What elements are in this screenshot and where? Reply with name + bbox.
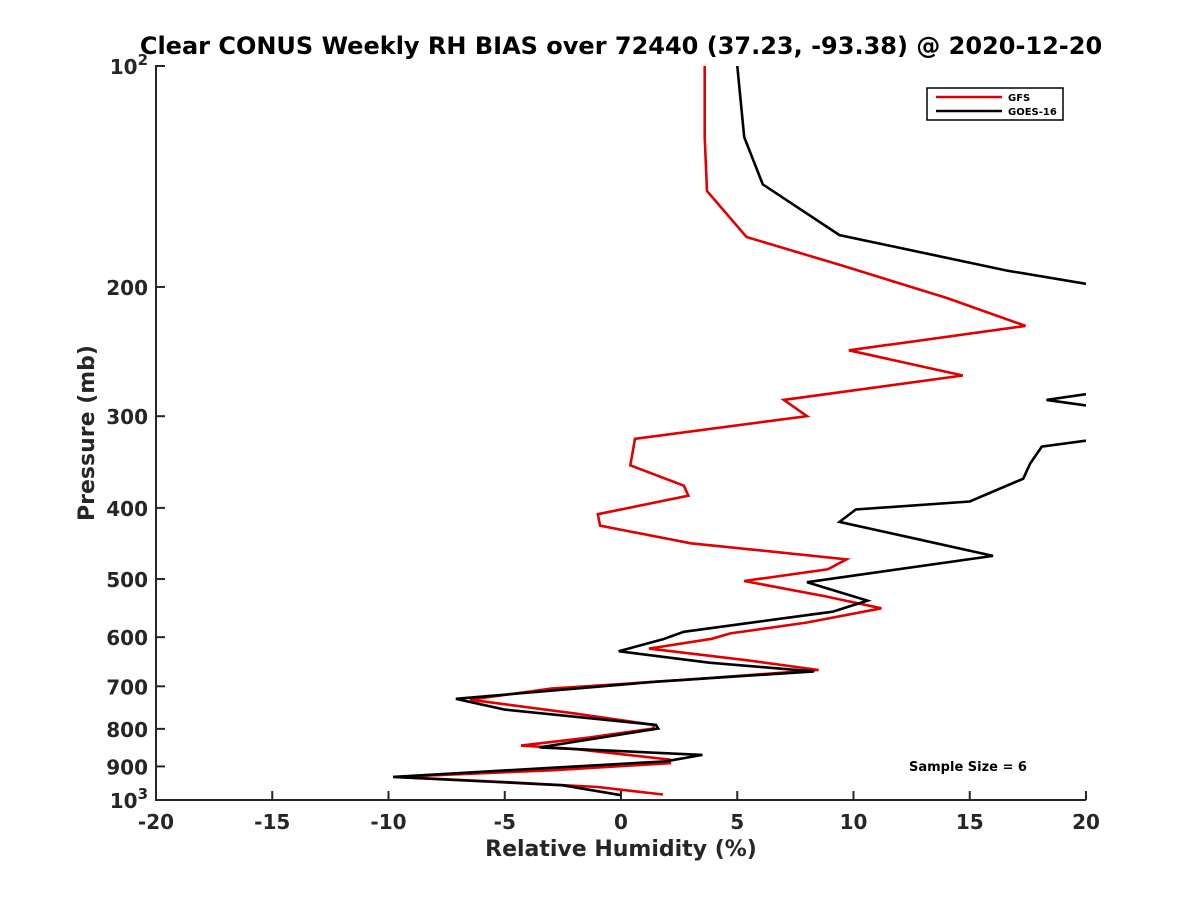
- legend-label-goes-16: GOES-16: [1008, 107, 1057, 118]
- x-tick-label: 0: [614, 810, 628, 834]
- legend-box: [926, 87, 1064, 121]
- y-tick-label: 102: [110, 51, 148, 79]
- series-line-gfs: [395, 66, 1026, 796]
- x-tick-label: 20: [1072, 810, 1100, 834]
- series-line-goes-16: [736, 66, 1086, 286]
- x-tick-label: -10: [370, 810, 406, 834]
- x-tick-label: 15: [956, 810, 984, 834]
- series-line-goes-16: [1046, 392, 1086, 407]
- y-tick-label: 500: [106, 568, 148, 592]
- y-tick-label: 800: [106, 718, 148, 742]
- y-tick-label: 600: [106, 626, 148, 650]
- series-line-goes-16: [393, 439, 1086, 797]
- x-tick-label: -5: [494, 810, 516, 834]
- legend-label-gfs: GFS: [1008, 93, 1030, 104]
- legend: GFS GOES-16: [926, 87, 1064, 121]
- y-tick-label: 900: [106, 755, 148, 779]
- chart-title: Clear CONUS Weekly RH BIAS over 72440 (3…: [140, 32, 1102, 60]
- x-tick-label: -20: [138, 810, 174, 834]
- y-tick-label: 400: [106, 497, 148, 521]
- y-tick-label: 700: [106, 675, 148, 699]
- y-axis-label: Pressure (mb): [75, 345, 100, 521]
- sample-size-annotation: Sample Size = 6: [909, 760, 1027, 775]
- y-tick-label: 300: [106, 405, 148, 429]
- y-tick-label: 103: [110, 785, 148, 813]
- x-tick-label: 5: [730, 810, 744, 834]
- x-axis-label: Relative Humidity (%): [485, 837, 757, 862]
- x-tick-label: 10: [840, 810, 868, 834]
- x-tick-label: -15: [254, 810, 290, 834]
- y-tick-label: 200: [106, 276, 148, 300]
